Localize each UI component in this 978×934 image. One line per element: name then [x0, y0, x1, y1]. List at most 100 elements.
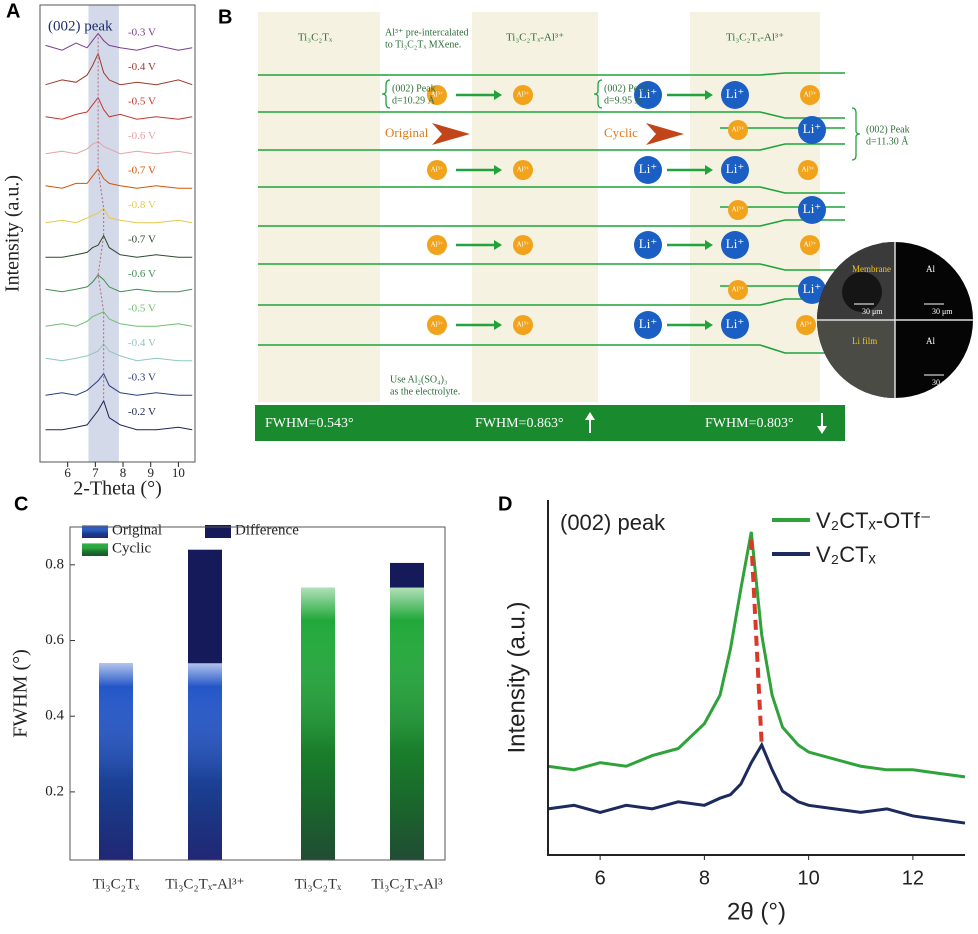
y-tick-label: 0.4: [45, 708, 64, 724]
ion-label: Al³⁺: [804, 91, 817, 99]
trend-arrow-head: [817, 426, 827, 434]
chart: V₂CTₓ-OTf⁻ V₂CTₓ 6 8 10 12 (002) peak 2θ (°) Int…: [503, 500, 966, 925]
legend-swatch: [205, 525, 231, 538]
series-line: [45, 52, 193, 86]
al-ion: [427, 85, 447, 105]
series-line: [45, 32, 193, 51]
ion-label: Al³⁺: [431, 241, 444, 249]
panel-label: B: [218, 6, 232, 28]
scale-label: 30 μm: [862, 307, 883, 316]
column-header: Ti₃C₂Tₓ-Al³⁺: [726, 32, 784, 44]
annotation: (002) peak: [48, 18, 113, 34]
x-tick-label: 7: [92, 465, 99, 480]
li-ion: [634, 156, 662, 184]
ion-label: Al³⁺: [804, 241, 817, 249]
ion-label: Li⁺: [726, 161, 744, 176]
note: as the electrolyte.: [390, 386, 460, 397]
legend-label: Original: [112, 522, 162, 538]
peak-label: d=11.30 Å: [866, 135, 909, 147]
ion-label: Li⁺: [726, 236, 744, 251]
note: Use Al₂(SO₄)₃: [390, 374, 447, 385]
layer: [600, 143, 845, 151]
x-tick-label: 8: [120, 465, 127, 480]
layer: [600, 72, 845, 76]
stage-arrow: [646, 123, 684, 145]
brace: [593, 79, 603, 109]
series-line: [45, 234, 193, 258]
series-line: [45, 96, 193, 120]
series-line: [45, 372, 193, 396]
x-tick-label: 6: [595, 867, 606, 889]
diagram: Al³⁺ Al³⁺ Li⁺ Li⁺ Al³⁺ Al³⁺ Li⁺ Li⁺ Al³⁺ Al³⁺ Li⁺ L…: [255, 12, 973, 441]
li-ion: [634, 81, 662, 109]
al-ion: [728, 200, 748, 220]
y-axis-label: Intensity (a.u.): [2, 175, 24, 292]
series-label: -0.5 V: [128, 96, 156, 108]
stage-label: Original: [385, 125, 429, 140]
ion-label: Al³⁺: [517, 166, 530, 174]
inset: Membrane Al Li film Al 30 μm 30 μm 30 μm: [817, 242, 973, 398]
x-axis-label: 2-Theta (°): [73, 478, 162, 500]
bar: [390, 562, 424, 588]
stage-arrow: [432, 123, 470, 145]
trend-arrow-head: [585, 412, 595, 420]
legend-shade: [82, 525, 108, 538]
al-ion: [800, 235, 820, 255]
fwhm-label: FWHM=0.863°: [475, 416, 564, 431]
chart: -0.3 V -0.4 V -0.5 V -0.6 V -0.7 V -0.8 V -0.7…: [2, 4, 196, 500]
inset-blob: [842, 272, 882, 312]
ion-label: Al³⁺: [517, 241, 530, 249]
series-label: -0.7 V: [128, 234, 156, 246]
column-header: Ti₃C₂Tₓ: [298, 32, 333, 44]
bar-shade: [390, 587, 424, 860]
note: Al³⁺ pre-intercalated: [385, 27, 469, 38]
chart: 0.2 0.4 0.6 0.8 Ti₃C₂Tₓ Ti₃C₂Tₓ-Al³⁺ Ti₃C₂Tₓ Ti…: [10, 522, 446, 892]
fwhm-bar: [255, 405, 845, 441]
arrow-head: [705, 240, 713, 250]
li-ion: [721, 156, 749, 184]
legend-shade: [82, 543, 108, 556]
x-tick-label: 9: [147, 465, 154, 480]
legend-label: V₂CTₓ: [816, 542, 877, 567]
y-axis-label: FWHM (°): [10, 649, 32, 738]
arrow-head: [494, 90, 502, 100]
series-line: [45, 311, 193, 327]
bar: [188, 549, 222, 664]
panel-labels: A B C D: [6, 0, 512, 515]
al-ion: [513, 85, 533, 105]
series-label: -0.4 V: [128, 337, 156, 349]
ion-label: Al³⁺: [732, 126, 745, 134]
series-label: -0.3 V: [128, 27, 156, 39]
bar-shade: [188, 663, 222, 860]
ion-label: Al³⁺: [517, 321, 530, 329]
ion-label: Li⁺: [726, 316, 744, 331]
axes-frame: [39, 4, 196, 463]
al-ion: [427, 315, 447, 335]
axes-frame: [69, 526, 446, 861]
li-ion: [798, 276, 826, 304]
x-tick-label: 10: [798, 867, 820, 889]
al-ion: [427, 235, 447, 255]
arrow-head: [705, 90, 713, 100]
scale-label: 30 μm: [932, 307, 953, 316]
series-label: -0.6 V: [128, 268, 156, 280]
series-label: -0.8 V: [128, 199, 156, 211]
ion-label: Li⁺: [639, 86, 657, 101]
x-tick-label: 10: [172, 465, 185, 480]
peak-shift: [749, 539, 764, 746]
column-bg: [472, 12, 598, 402]
axes-frame: [547, 500, 965, 856]
ion-label: Al³⁺: [431, 166, 444, 174]
arrow-head: [494, 240, 502, 250]
x-axis-label: 2θ (°): [727, 898, 786, 925]
x-tick-label: Ti₃C₂Tₓ-Al³⁺: [165, 876, 244, 892]
al-ion: [513, 160, 533, 180]
arrow-head: [705, 320, 713, 330]
al-ion: [427, 160, 447, 180]
al-ion: [513, 315, 533, 335]
panel-label: A: [6, 0, 20, 22]
y-tick-label: 0.2: [45, 783, 64, 799]
ion-label: Li⁺: [639, 316, 657, 331]
al-ion: [796, 315, 816, 335]
